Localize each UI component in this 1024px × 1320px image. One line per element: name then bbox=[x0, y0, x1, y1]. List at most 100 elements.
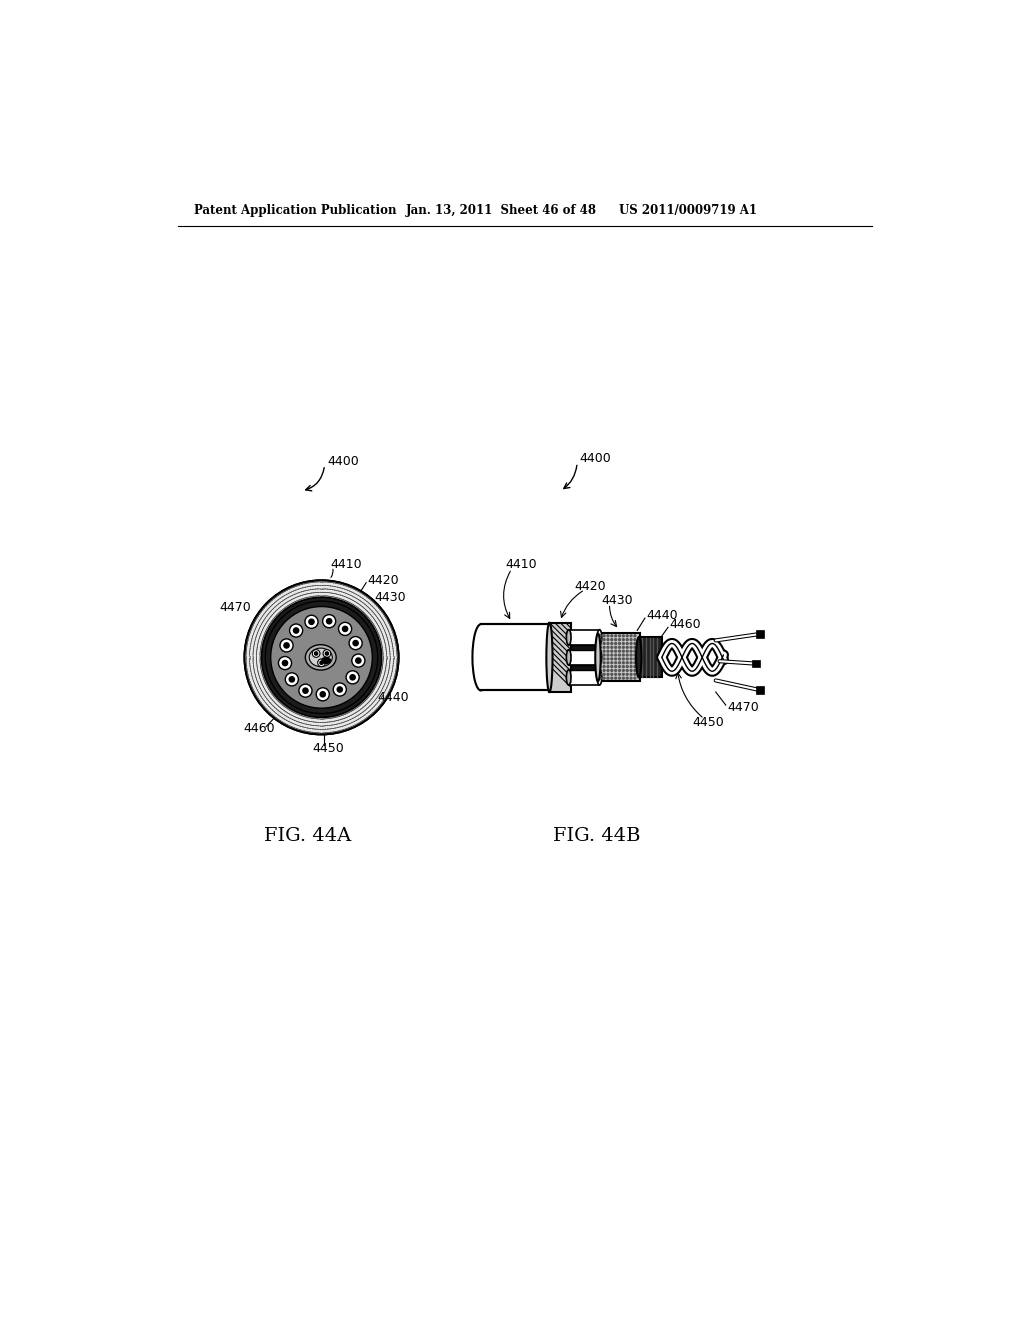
Circle shape bbox=[614, 661, 616, 664]
Circle shape bbox=[603, 647, 605, 648]
Circle shape bbox=[286, 673, 298, 686]
Circle shape bbox=[630, 657, 632, 660]
Circle shape bbox=[623, 643, 625, 644]
Circle shape bbox=[611, 635, 612, 636]
Circle shape bbox=[618, 665, 621, 668]
Text: Patent Application Publication: Patent Application Publication bbox=[194, 205, 396, 218]
Circle shape bbox=[599, 651, 601, 652]
Circle shape bbox=[614, 673, 616, 676]
Circle shape bbox=[630, 661, 632, 664]
Bar bbox=[571, 645, 597, 649]
Circle shape bbox=[630, 643, 632, 644]
Circle shape bbox=[599, 661, 601, 664]
Circle shape bbox=[346, 671, 359, 684]
Circle shape bbox=[634, 661, 636, 664]
Circle shape bbox=[607, 669, 609, 672]
Circle shape bbox=[634, 651, 636, 652]
Circle shape bbox=[611, 665, 612, 668]
Circle shape bbox=[627, 647, 628, 648]
Circle shape bbox=[305, 615, 318, 628]
Circle shape bbox=[339, 622, 351, 635]
Circle shape bbox=[627, 657, 628, 660]
Text: 4430: 4430 bbox=[602, 594, 634, 607]
Circle shape bbox=[603, 655, 605, 656]
Circle shape bbox=[611, 639, 612, 640]
Circle shape bbox=[299, 684, 312, 697]
Circle shape bbox=[627, 677, 628, 678]
Circle shape bbox=[634, 669, 636, 672]
Circle shape bbox=[350, 675, 355, 680]
Circle shape bbox=[611, 661, 612, 664]
Text: 4470: 4470 bbox=[219, 601, 251, 614]
Circle shape bbox=[607, 639, 609, 640]
Circle shape bbox=[312, 649, 319, 657]
Circle shape bbox=[349, 636, 362, 649]
Circle shape bbox=[623, 665, 625, 668]
Circle shape bbox=[611, 677, 612, 678]
Ellipse shape bbox=[550, 624, 566, 690]
Circle shape bbox=[599, 635, 601, 636]
Circle shape bbox=[614, 655, 616, 656]
Circle shape bbox=[618, 677, 621, 678]
Circle shape bbox=[611, 643, 612, 644]
Circle shape bbox=[603, 639, 605, 640]
Text: US 2011/0009719 A1: US 2011/0009719 A1 bbox=[618, 205, 757, 218]
Ellipse shape bbox=[597, 669, 602, 685]
Circle shape bbox=[261, 597, 382, 718]
Circle shape bbox=[603, 677, 605, 678]
Circle shape bbox=[353, 640, 358, 645]
Circle shape bbox=[627, 661, 628, 664]
Circle shape bbox=[603, 657, 605, 660]
Ellipse shape bbox=[566, 649, 571, 665]
Bar bbox=[571, 665, 597, 669]
Circle shape bbox=[614, 647, 616, 648]
Circle shape bbox=[314, 652, 317, 655]
Circle shape bbox=[611, 655, 612, 656]
Circle shape bbox=[634, 635, 636, 636]
Circle shape bbox=[607, 651, 609, 652]
Ellipse shape bbox=[547, 623, 553, 692]
Text: 4410: 4410 bbox=[331, 558, 362, 572]
Circle shape bbox=[634, 647, 636, 648]
Circle shape bbox=[618, 655, 621, 656]
Circle shape bbox=[333, 682, 346, 696]
Circle shape bbox=[245, 581, 398, 734]
Circle shape bbox=[634, 657, 636, 660]
Circle shape bbox=[627, 673, 628, 676]
Circle shape bbox=[599, 655, 601, 656]
Circle shape bbox=[618, 651, 621, 652]
Circle shape bbox=[284, 643, 289, 648]
Circle shape bbox=[607, 643, 609, 644]
Circle shape bbox=[599, 673, 601, 676]
Circle shape bbox=[294, 628, 299, 634]
Circle shape bbox=[618, 657, 621, 660]
Circle shape bbox=[603, 669, 605, 672]
Circle shape bbox=[634, 643, 636, 644]
Circle shape bbox=[337, 686, 342, 692]
Text: 4410: 4410 bbox=[506, 558, 538, 572]
Circle shape bbox=[623, 635, 625, 636]
Circle shape bbox=[634, 677, 636, 678]
Circle shape bbox=[279, 656, 292, 669]
Circle shape bbox=[599, 657, 601, 660]
Circle shape bbox=[607, 647, 609, 648]
Circle shape bbox=[627, 639, 628, 640]
Circle shape bbox=[630, 677, 632, 678]
Circle shape bbox=[303, 688, 308, 693]
Circle shape bbox=[342, 626, 348, 631]
Circle shape bbox=[270, 607, 373, 708]
Circle shape bbox=[599, 669, 601, 672]
Bar bbox=[756, 686, 764, 693]
Ellipse shape bbox=[472, 624, 489, 690]
Circle shape bbox=[618, 647, 621, 648]
Circle shape bbox=[611, 647, 612, 648]
Circle shape bbox=[607, 677, 609, 678]
Circle shape bbox=[627, 643, 628, 644]
Text: FIG. 44A: FIG. 44A bbox=[264, 828, 351, 845]
Circle shape bbox=[319, 661, 324, 664]
Circle shape bbox=[607, 665, 609, 668]
Circle shape bbox=[323, 615, 336, 628]
Circle shape bbox=[630, 639, 632, 640]
Circle shape bbox=[614, 677, 616, 678]
Circle shape bbox=[607, 655, 609, 656]
